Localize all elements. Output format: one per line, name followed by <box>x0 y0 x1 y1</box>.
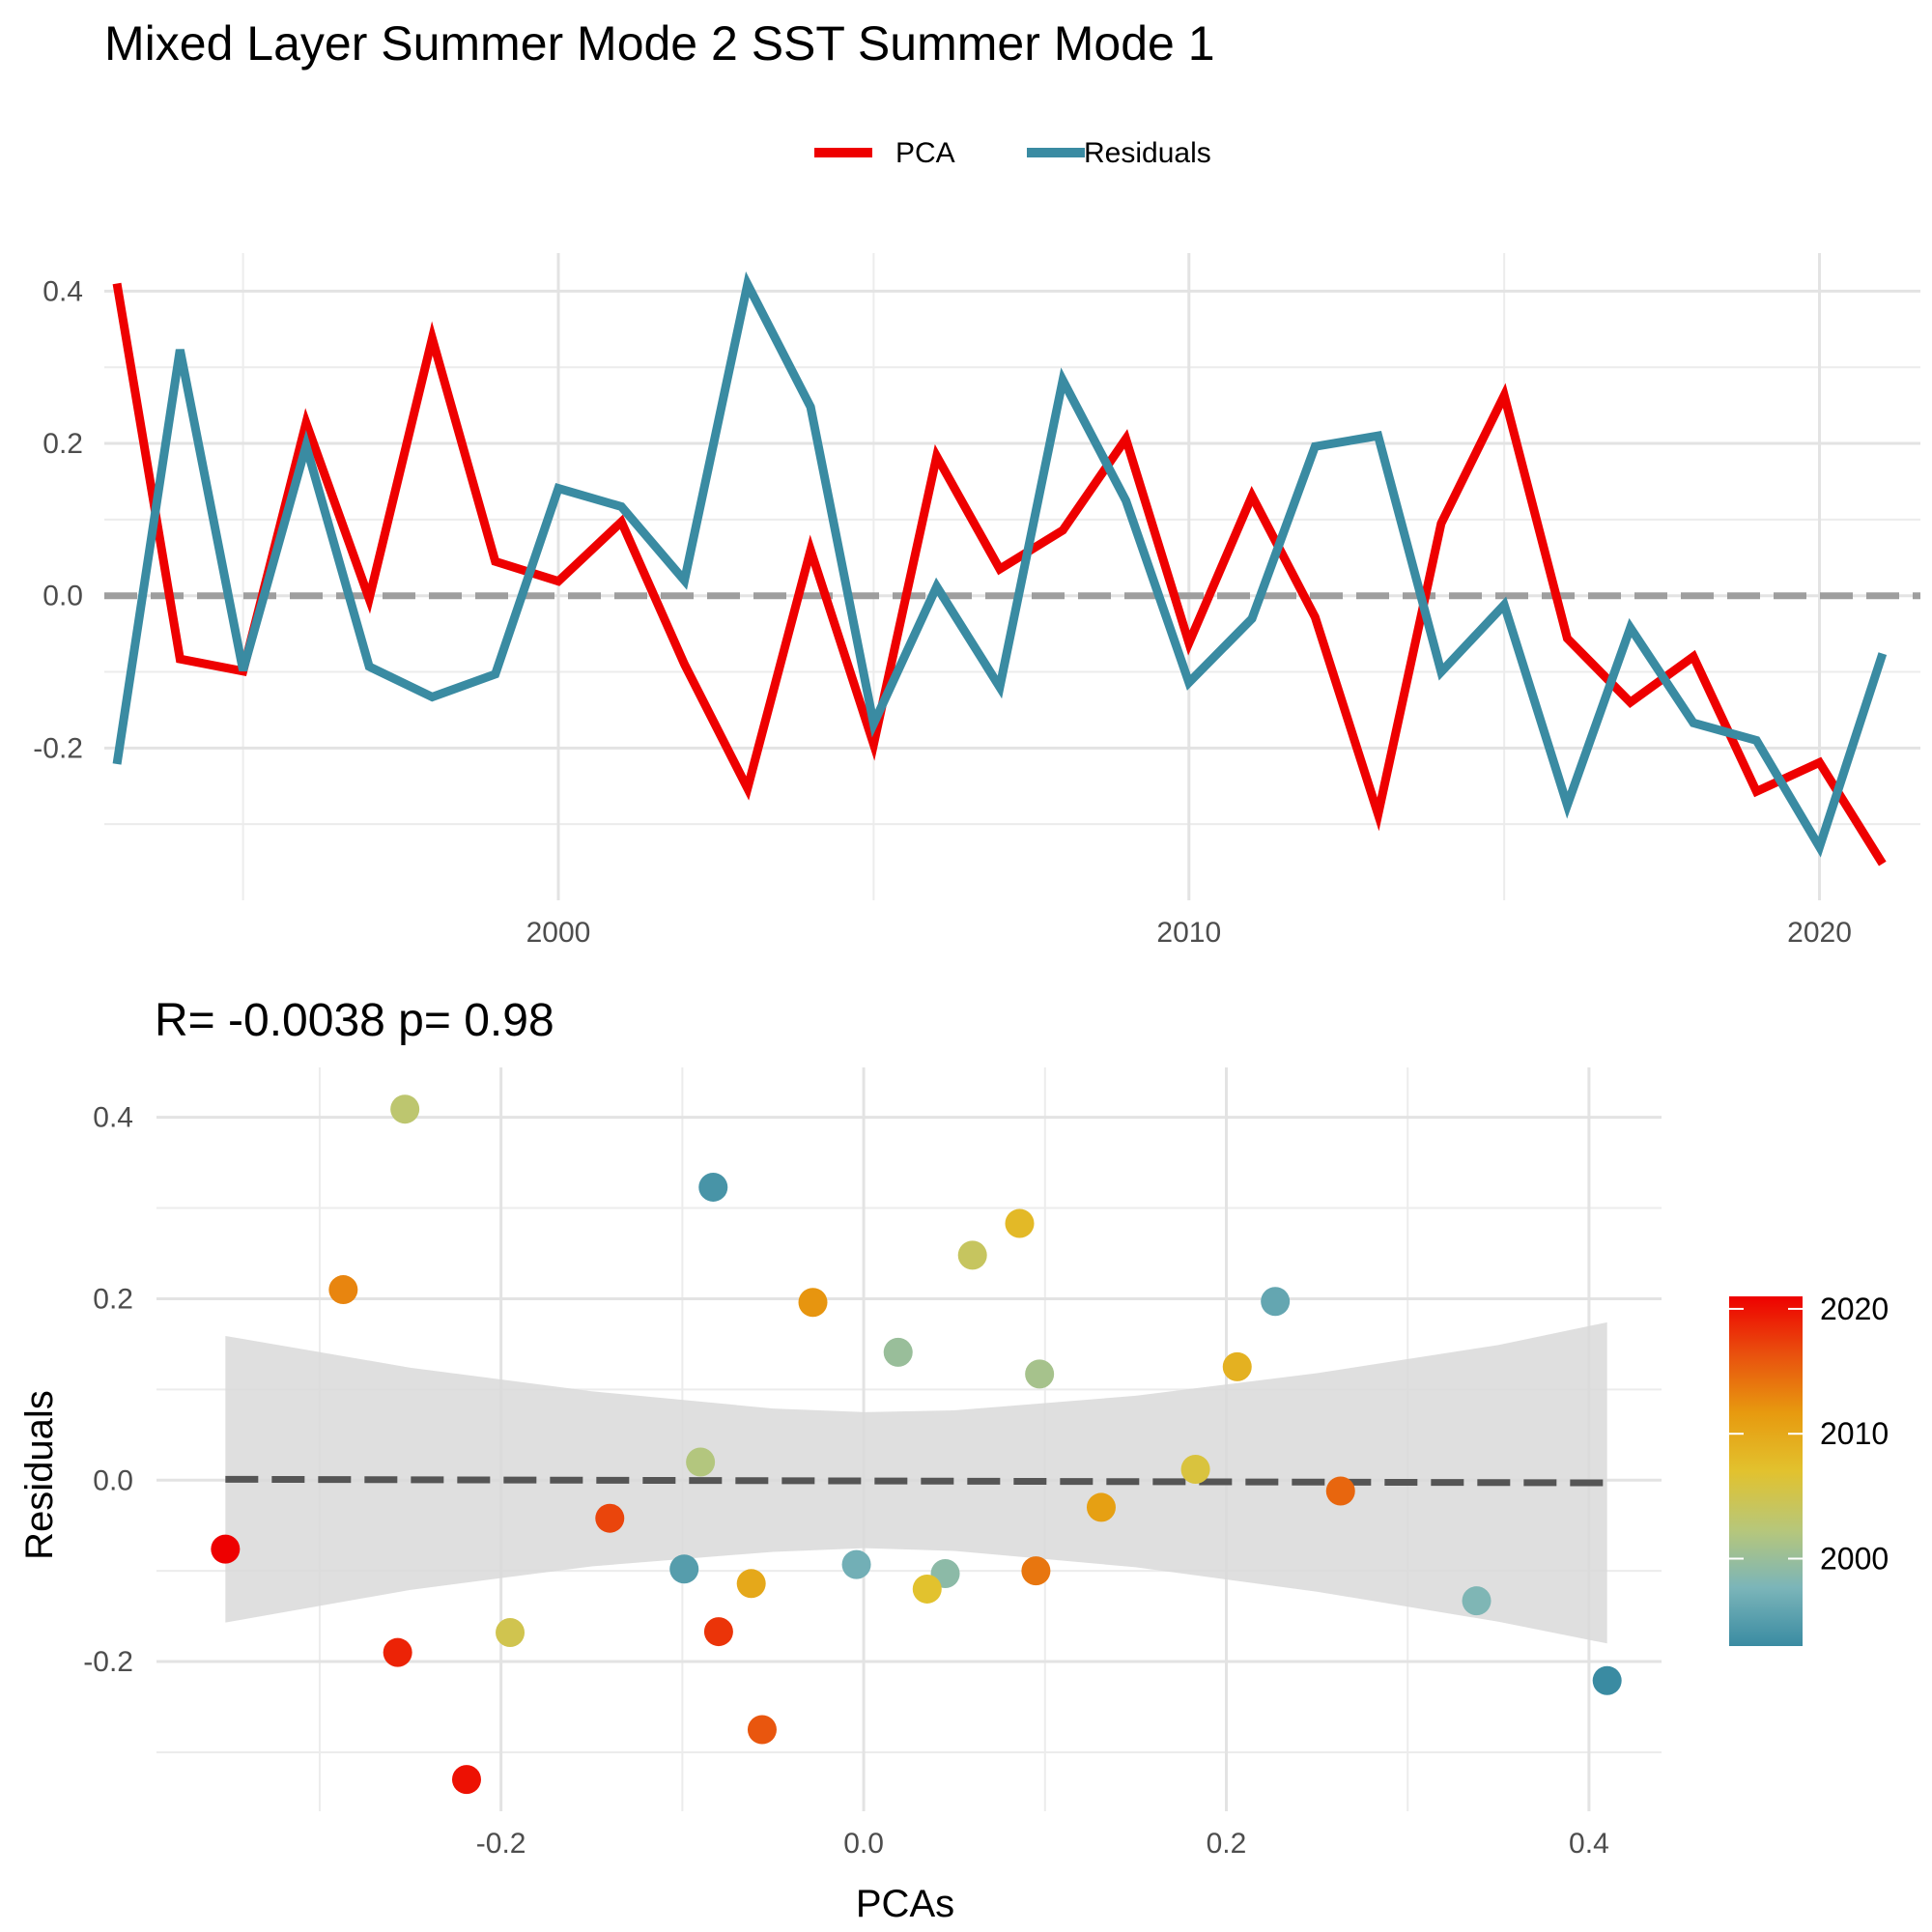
scatter-point <box>1261 1287 1291 1317</box>
scatter-point <box>747 1715 777 1745</box>
scatter-point <box>798 1288 828 1318</box>
scatter-y-ticks: -0.2 0.0 0.2 0.4 <box>83 1102 133 1678</box>
y-tick-label: -0.2 <box>33 732 83 764</box>
scatter-points <box>211 1094 1622 1795</box>
legend-label-pca: PCA <box>895 137 955 169</box>
time-series-x-ticks: 2000 2010 2020 <box>526 917 1852 949</box>
time-series-y-ticks: -0.2 0.0 0.2 0.4 <box>33 275 83 764</box>
series-line-residuals <box>112 271 1888 858</box>
scatter-point <box>1222 1351 1252 1381</box>
scatter-subtitle: R= -0.0038 p= 0.98 <box>155 995 554 1046</box>
scatter-point <box>957 1240 987 1270</box>
scatter-chart: -0.2 0.0 0.2 0.4 -0.2 0.0 0.2 0.4 PCAs Residua… <box>18 1067 1662 1925</box>
x-tick-label: -0.2 <box>476 1828 526 1860</box>
scatter-point <box>1086 1492 1116 1522</box>
scatter-point <box>383 1637 412 1667</box>
colorbar-label: 2010 <box>1820 1416 1889 1451</box>
scatter-point <box>1180 1454 1210 1484</box>
scatter-point <box>595 1503 625 1533</box>
confidence-band <box>225 1321 1607 1644</box>
scatter-point <box>496 1618 526 1648</box>
colorbar-gradient <box>1729 1296 1803 1646</box>
x-tick-label: 0.2 <box>1207 1828 1247 1860</box>
y-axis-label: Residuals <box>18 1390 61 1560</box>
scatter-point <box>1005 1208 1035 1238</box>
time-series-chart: -0.2 0.0 0.2 0.4 2000 2010 2020 <box>33 253 1920 949</box>
y-tick-label: 0.4 <box>43 275 83 307</box>
y-tick-label: -0.2 <box>83 1646 133 1678</box>
series-line-pca <box>112 282 1887 867</box>
scatter-point <box>1592 1665 1622 1695</box>
scatter-point <box>1462 1586 1492 1616</box>
scatter-point <box>912 1574 942 1604</box>
scatter-point <box>736 1569 766 1599</box>
x-tick-label: 2000 <box>526 917 591 949</box>
y-tick-label: 0.0 <box>43 581 83 612</box>
x-tick-label: 0.0 <box>843 1828 884 1860</box>
legend-label-residuals: Residuals <box>1084 137 1211 169</box>
scatter-x-ticks: -0.2 0.0 0.2 0.4 <box>476 1828 1609 1860</box>
scatter-point <box>669 1554 699 1584</box>
scatter-point <box>451 1765 481 1795</box>
y-tick-label: 0.4 <box>93 1102 133 1134</box>
y-tick-label: 0.2 <box>93 1283 133 1315</box>
scatter-point <box>211 1534 241 1564</box>
scatter-point <box>1025 1359 1055 1389</box>
colorbar-label: 2020 <box>1820 1292 1889 1326</box>
x-tick-label: 0.4 <box>1569 1828 1609 1860</box>
y-tick-label: 0.2 <box>43 428 83 460</box>
y-tick-label: 0.0 <box>93 1464 133 1496</box>
scatter-point <box>703 1617 733 1647</box>
colorbar-ticks: 2020 2010 2000 <box>1729 1292 1889 1577</box>
figure-title: Mixed Layer Summer Mode 2 SST Summer Mod… <box>104 16 1215 71</box>
scatter-point <box>328 1275 358 1305</box>
scatter-point <box>686 1447 716 1477</box>
colorbar: 2020 2010 2000 <box>1729 1292 1889 1646</box>
scatter-point <box>1021 1556 1051 1586</box>
legend: PCA Residuals <box>814 137 1211 169</box>
scatter-point <box>1325 1476 1355 1506</box>
scatter-point <box>883 1337 913 1367</box>
scatter-point <box>841 1549 871 1579</box>
x-axis-label: PCAs <box>856 1883 954 1925</box>
x-tick-label: 2010 <box>1156 917 1221 949</box>
scatter-point <box>698 1172 728 1202</box>
x-tick-label: 2020 <box>1787 917 1852 949</box>
colorbar-label: 2000 <box>1820 1542 1889 1577</box>
scatter-point <box>390 1094 420 1124</box>
